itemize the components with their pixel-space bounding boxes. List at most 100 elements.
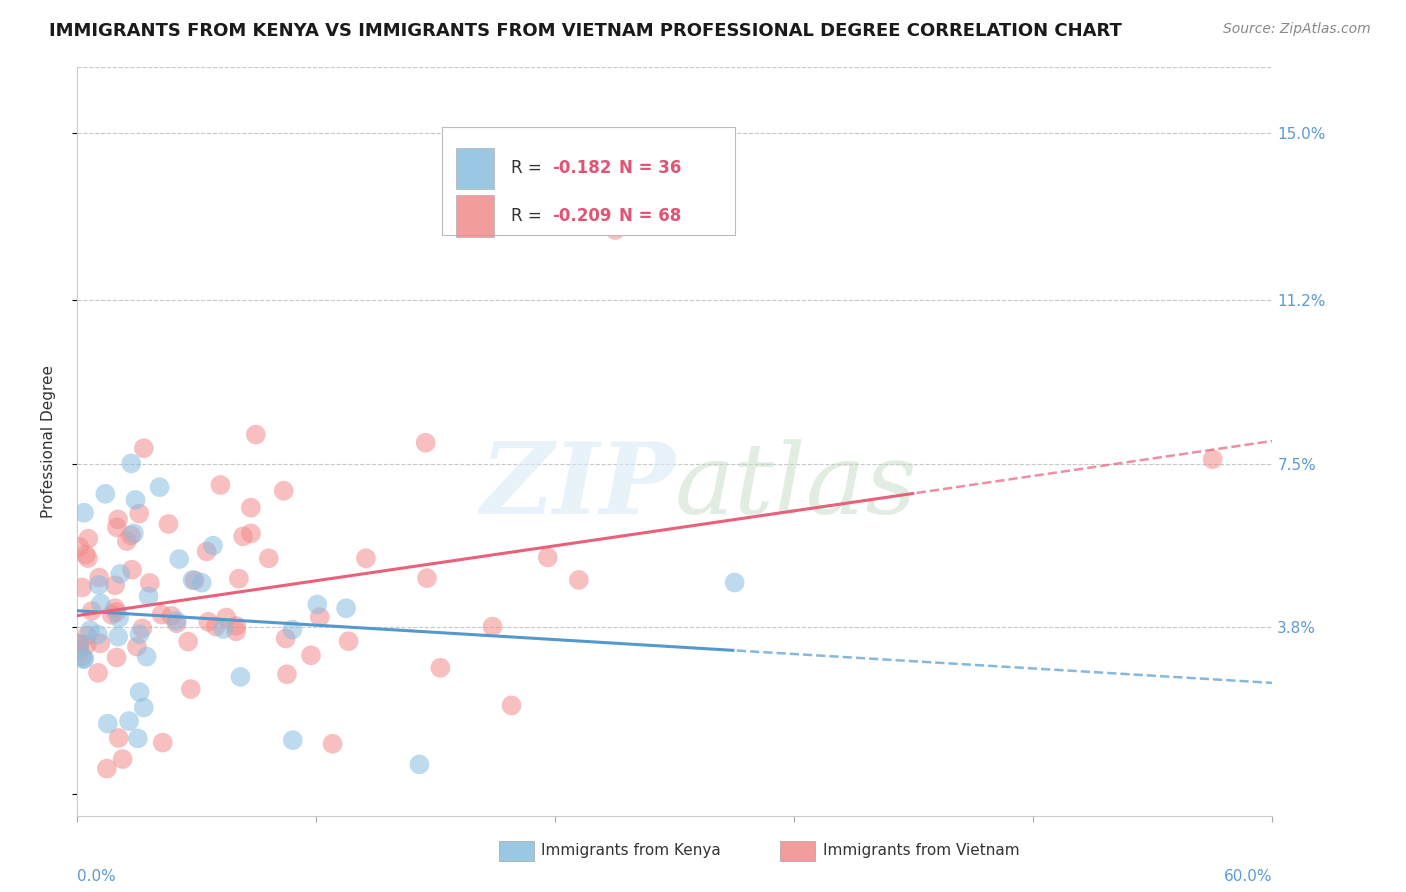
Immigrants from Vietnam [429, 661, 451, 675]
Immigrants from Vietnam [67, 540, 90, 554]
Immigrants from Kenya [307, 598, 329, 612]
Immigrants from Kenya [138, 589, 160, 603]
Text: R =: R = [512, 159, 547, 178]
Immigrants from Kenya [212, 622, 235, 636]
Immigrants from Kenya [124, 492, 146, 507]
Immigrants from Vietnam [75, 548, 97, 562]
Immigrants from Vietnam [121, 563, 143, 577]
Immigrants from Vietnam [76, 628, 98, 642]
Immigrants from Vietnam [87, 665, 110, 680]
Immigrants from Vietnam [239, 500, 262, 515]
Immigrants from Vietnam [80, 604, 103, 618]
Immigrants from Vietnam [568, 573, 591, 587]
Immigrants from Kenya [73, 651, 96, 665]
Immigrants from Vietnam [273, 483, 295, 498]
Immigrants from Kenya [281, 623, 304, 637]
Immigrants from Vietnam [354, 551, 377, 566]
Immigrants from Kenya [90, 597, 112, 611]
Text: 0.0%: 0.0% [77, 869, 117, 884]
Immigrants from Kenya [408, 757, 430, 772]
Immigrants from Vietnam [501, 698, 523, 713]
Immigrants from Vietnam [111, 752, 134, 766]
Immigrants from Vietnam [605, 223, 627, 237]
Immigrants from Vietnam [139, 576, 162, 591]
Immigrants from Vietnam [105, 650, 128, 665]
FancyBboxPatch shape [441, 127, 735, 235]
Immigrants from Vietnam [76, 551, 98, 566]
Immigrants from Vietnam [274, 632, 297, 646]
Text: R =: R = [512, 207, 547, 225]
Immigrants from Vietnam [128, 507, 150, 521]
Immigrants from Vietnam [197, 615, 219, 629]
Immigrants from Kenya [132, 700, 155, 714]
Immigrants from Vietnam [232, 529, 254, 543]
Immigrants from Kenya [335, 601, 357, 615]
Immigrants from Vietnam [107, 731, 129, 745]
Immigrants from Vietnam [104, 578, 127, 592]
Immigrants from Kenya [120, 457, 142, 471]
Immigrants from Vietnam [76, 638, 98, 652]
Immigrants from Vietnam [205, 619, 228, 633]
Immigrants from Vietnam [240, 526, 263, 541]
Immigrants from Kenya [135, 649, 157, 664]
Immigrants from Vietnam [416, 571, 439, 585]
Immigrants from Vietnam [225, 619, 247, 633]
Immigrants from Vietnam [96, 762, 118, 776]
Immigrants from Kenya [79, 623, 101, 637]
Text: -0.182: -0.182 [551, 159, 612, 178]
Immigrants from Kenya [127, 731, 149, 746]
Immigrants from Vietnam [100, 607, 122, 622]
Immigrants from Vietnam [120, 528, 142, 542]
Immigrants from Vietnam [1201, 452, 1223, 467]
Immigrants from Kenya [149, 480, 172, 494]
Immigrants from Vietnam [415, 435, 437, 450]
Text: ZIP: ZIP [479, 438, 675, 534]
Immigrants from Vietnam [257, 551, 280, 566]
Immigrants from Vietnam [115, 534, 138, 549]
Immigrants from Vietnam [72, 581, 94, 595]
Immigrants from Vietnam [104, 601, 127, 615]
Immigrants from Kenya [87, 627, 110, 641]
Immigrants from Kenya [167, 552, 190, 566]
Bar [456, 147, 495, 189]
Text: Immigrants from Kenya: Immigrants from Kenya [541, 844, 721, 858]
Immigrants from Vietnam [107, 512, 129, 526]
Immigrants from Vietnam [215, 610, 238, 624]
Immigrants from Vietnam [89, 636, 111, 650]
Immigrants from Vietnam [131, 621, 153, 635]
Immigrants from Kenya [107, 630, 129, 644]
Immigrants from Kenya [69, 637, 91, 651]
Immigrants from Vietnam [166, 616, 188, 631]
Immigrants from Vietnam [105, 520, 128, 534]
Immigrants from Kenya [165, 614, 187, 628]
Immigrants from Vietnam [160, 608, 183, 623]
Immigrants from Vietnam [308, 610, 330, 624]
Immigrants from Kenya [122, 526, 145, 541]
Text: Immigrants from Vietnam: Immigrants from Vietnam [823, 844, 1019, 858]
Text: atlas: atlas [675, 439, 918, 534]
Immigrants from Vietnam [105, 605, 128, 619]
Immigrants from Vietnam [177, 634, 200, 648]
Immigrants from Kenya [73, 506, 96, 520]
Immigrants from Vietnam [70, 649, 93, 664]
Immigrants from Vietnam [183, 574, 205, 588]
Immigrants from Kenya [724, 575, 747, 590]
Immigrants from Vietnam [337, 634, 360, 648]
Immigrants from Kenya [128, 627, 150, 641]
Immigrants from Vietnam [157, 516, 180, 531]
Text: Source: ZipAtlas.com: Source: ZipAtlas.com [1223, 22, 1371, 37]
Immigrants from Vietnam [67, 637, 90, 651]
Immigrants from Kenya [281, 733, 304, 747]
Immigrants from Vietnam [150, 607, 173, 622]
Immigrants from Kenya [72, 652, 94, 666]
Immigrants from Vietnam [537, 550, 560, 565]
Immigrants from Kenya [118, 714, 141, 728]
Immigrants from Kenya [202, 539, 225, 553]
Text: IMMIGRANTS FROM KENYA VS IMMIGRANTS FROM VIETNAM PROFESSIONAL DEGREE CORRELATION: IMMIGRANTS FROM KENYA VS IMMIGRANTS FROM… [49, 22, 1122, 40]
Bar [456, 195, 495, 236]
Immigrants from Vietnam [195, 544, 218, 558]
Immigrants from Kenya [181, 573, 204, 587]
Immigrants from Vietnam [132, 441, 155, 455]
Immigrants from Vietnam [228, 572, 250, 586]
Immigrants from Vietnam [481, 619, 503, 633]
